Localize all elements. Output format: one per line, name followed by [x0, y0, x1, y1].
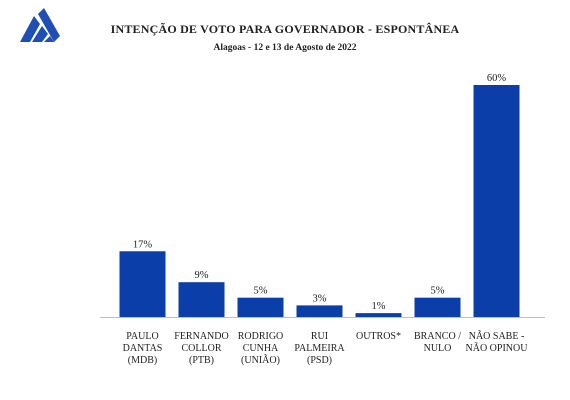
- bar-4: [355, 313, 402, 317]
- bar-3: [296, 305, 343, 317]
- logo-icon: [20, 8, 60, 42]
- category-label-4: OUTROS*: [356, 331, 401, 342]
- category-label-3: RUI PALMEIRA (PSD): [294, 331, 345, 366]
- chart-title: INTENÇÃO DE VOTO PARA GOVERNADOR - ESPON…: [110, 22, 460, 36]
- data-label-0: 17%: [133, 239, 153, 250]
- bar-5: [414, 297, 461, 317]
- data-label-2: 5%: [254, 286, 268, 297]
- data-label-5: 5%: [431, 286, 445, 297]
- bar-1: [178, 282, 225, 317]
- category-label-1: FERNANDO COLLOR (PTB): [174, 331, 228, 366]
- data-label-6: 60%: [487, 73, 507, 84]
- category-label-0: PAULO DANTAS (MDB): [123, 331, 163, 366]
- bar-6: [473, 85, 520, 317]
- category-label-2: RODRIGO CUNHA (UNIÃO): [238, 331, 284, 366]
- category-label-6: NÃO SABE -NÃO OPINOU: [466, 330, 529, 354]
- bar-0: [119, 251, 166, 317]
- chart-subtitle: Alagoas - 12 e 13 de Agosto de 2022: [213, 43, 357, 53]
- bar-2: [237, 297, 284, 317]
- data-label-4: 1%: [372, 301, 386, 312]
- data-label-3: 3%: [313, 293, 327, 304]
- data-label-1: 9%: [195, 270, 209, 281]
- category-label-5: BRANCO / NULO: [414, 331, 461, 354]
